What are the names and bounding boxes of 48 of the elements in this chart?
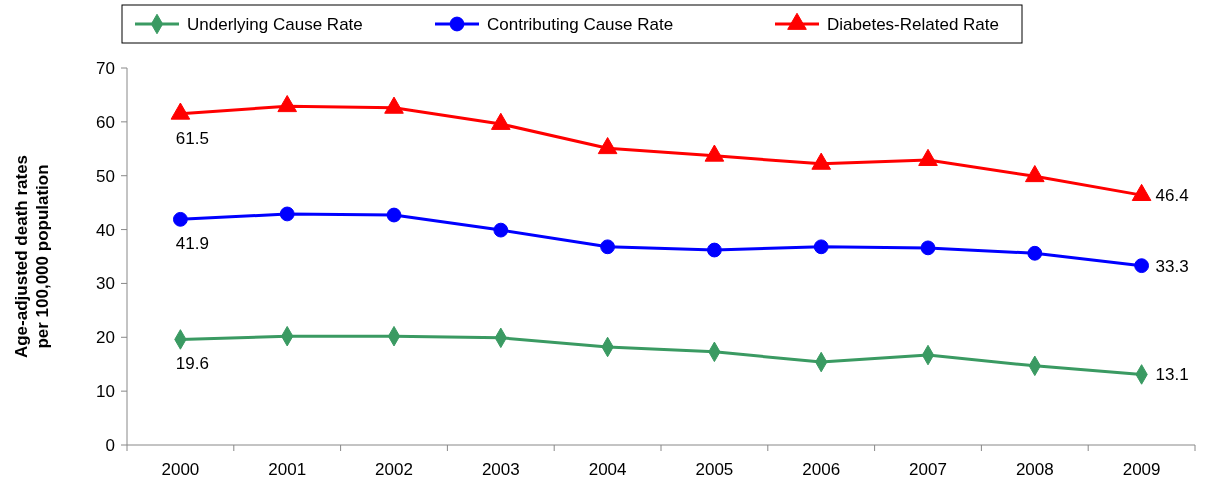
y-tick-label: 30: [96, 274, 115, 294]
data-label: 33.3: [1155, 256, 1189, 276]
x-tick-label: 2001: [268, 460, 307, 479]
point: [600, 239, 616, 255]
data-label: 61.5: [175, 128, 209, 148]
x-tick-label: 2003: [481, 460, 520, 479]
y-tick-label: 50: [96, 166, 115, 186]
point: [706, 242, 722, 258]
data-label: 13.1: [1155, 365, 1189, 385]
point: [384, 96, 404, 114]
point: [1027, 245, 1043, 261]
y-tick-label: 0: [105, 435, 115, 455]
x-tick-label: 2002: [375, 460, 413, 479]
point: [277, 94, 298, 113]
point: [704, 144, 725, 162]
point: [920, 240, 936, 256]
y-axis-title: Age-adjusted death rates per 100,000 population: [12, 154, 53, 359]
data-label: 46.4: [1155, 186, 1189, 206]
legend-label: Contributing Cause Rate: [487, 14, 674, 34]
y-tick-label: 40: [96, 220, 115, 240]
x-tick-label: 2000: [161, 460, 200, 479]
y-tick-label: 70: [96, 58, 115, 78]
point: [811, 152, 832, 170]
y-tick-label: 20: [96, 328, 115, 348]
point: [172, 211, 188, 227]
point: [493, 222, 509, 238]
x-tick-label: 2005: [695, 460, 734, 479]
y-tick-label: 60: [96, 112, 115, 132]
point: [170, 102, 191, 120]
point: [813, 239, 829, 255]
x-tick-label: 2004: [588, 460, 627, 479]
point: [1131, 183, 1152, 201]
legend-label: Underlying Cause Rate: [187, 14, 363, 34]
data-label: 19.6: [175, 354, 209, 374]
legend-label: Diabetes-Related Rate: [827, 14, 999, 34]
point: [386, 207, 402, 223]
y-tick-label: 10: [96, 382, 115, 402]
x-tick-label: 2009: [1122, 460, 1161, 479]
data-label: 41.9: [175, 234, 209, 254]
point: [1134, 258, 1150, 274]
point: [1024, 165, 1045, 183]
x-tick-label: 2007: [909, 460, 947, 479]
x-tick-label: 2008: [1015, 460, 1054, 479]
point: [918, 148, 938, 166]
point: [279, 206, 295, 222]
point: [490, 112, 511, 130]
point: [597, 137, 618, 155]
x-tick-label: 2006: [802, 460, 841, 479]
